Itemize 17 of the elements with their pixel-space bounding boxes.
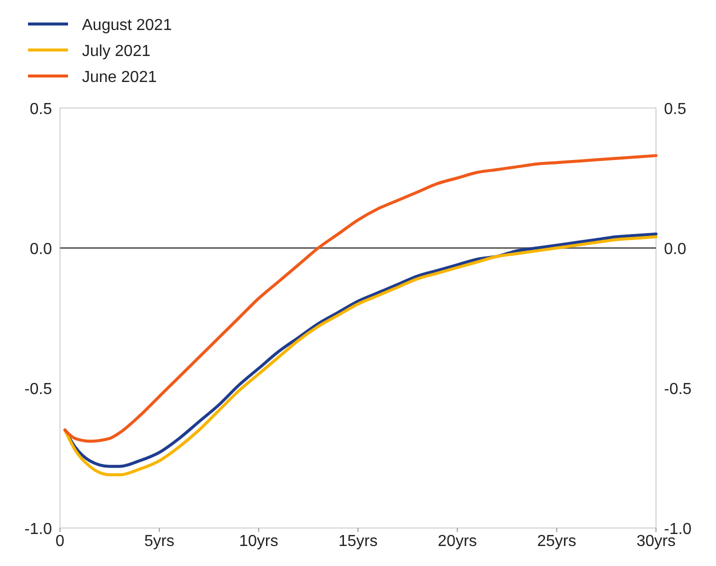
x-tick-label: 0 <box>56 533 65 550</box>
legend-label: July 2021 <box>82 43 151 60</box>
y2-tick-label: -0.5 <box>664 381 692 398</box>
x-tick-label: 20yrs <box>438 533 477 550</box>
legend-label: June 2021 <box>82 69 157 86</box>
y-tick-label: -0.5 <box>24 381 52 398</box>
y-tick-label: 0.5 <box>30 101 52 118</box>
y-tick-label: 0.0 <box>30 241 52 258</box>
x-tick-label: 15yrs <box>338 533 378 550</box>
y-tick-label: -1.0 <box>24 521 52 538</box>
x-tick-label: 25yrs <box>537 533 576 550</box>
legend-label: August 2021 <box>82 17 172 34</box>
y2-tick-label: 0.0 <box>664 241 686 258</box>
x-tick-label: 5yrs <box>144 533 174 550</box>
y2-tick-label: 0.5 <box>664 101 686 118</box>
x-tick-label: 10yrs <box>239 533 278 550</box>
line-series <box>63 154 658 443</box>
